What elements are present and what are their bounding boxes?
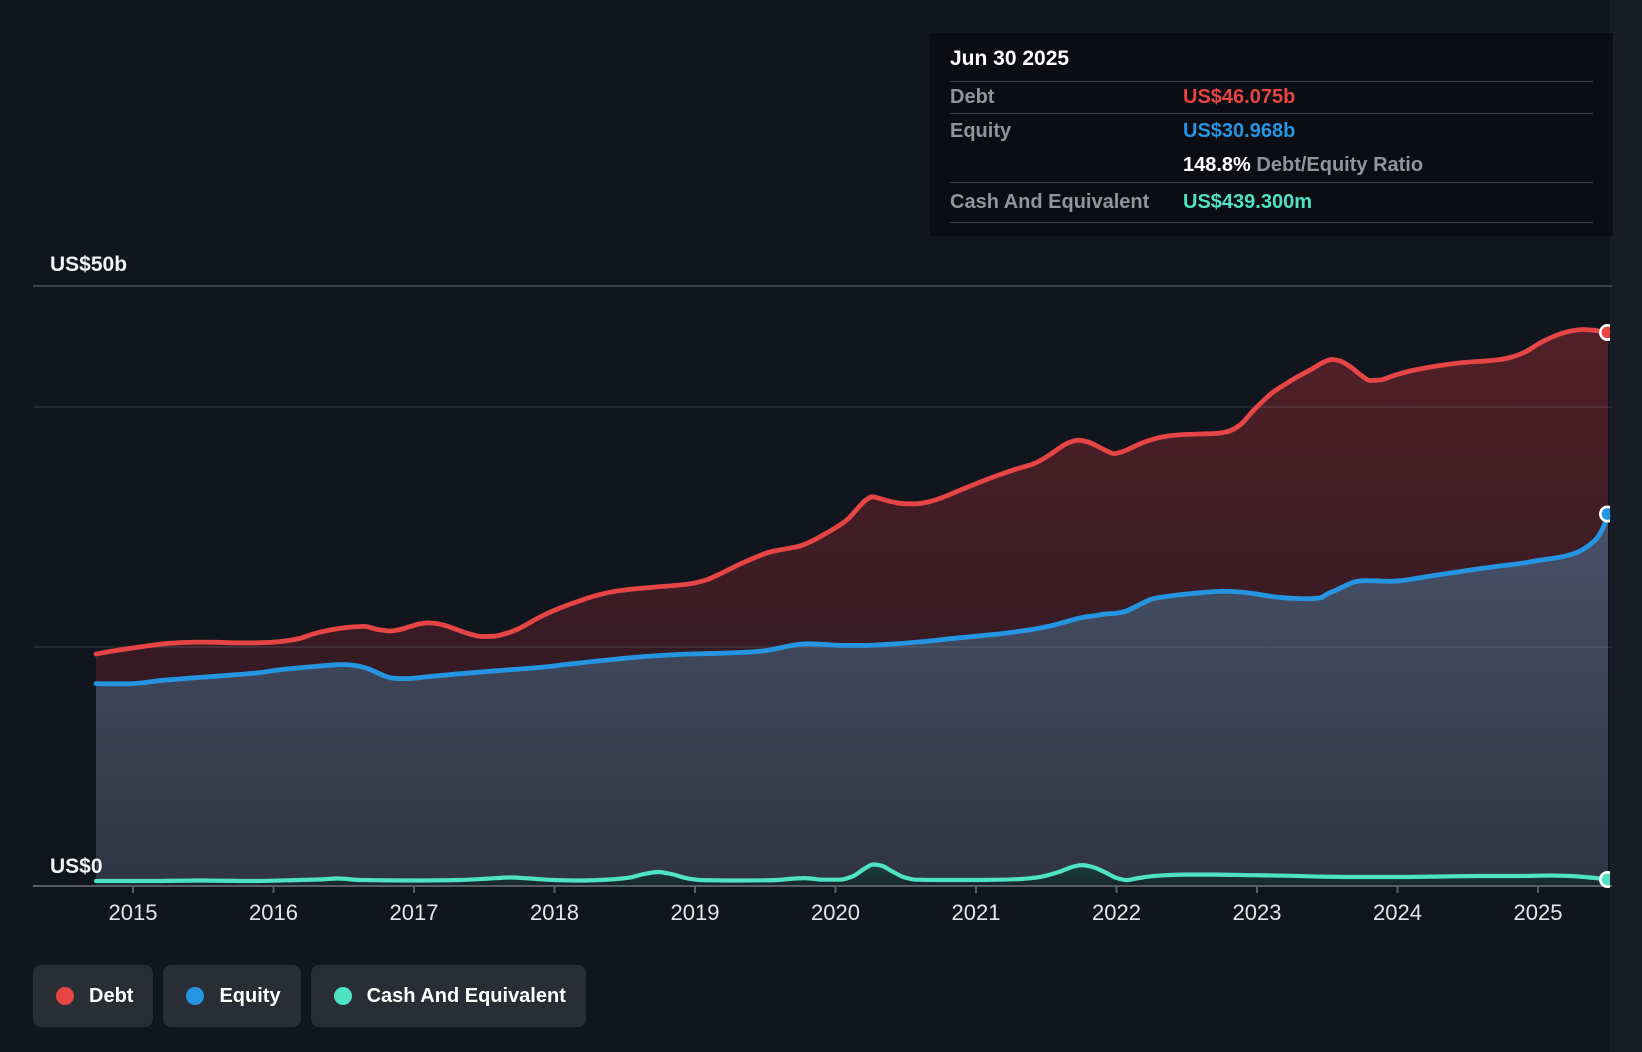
svg-text:2025: 2025 [1514,900,1563,925]
svg-text:2016: 2016 [249,900,298,925]
svg-text:2017: 2017 [390,900,439,925]
svg-text:2019: 2019 [671,900,720,925]
svg-text:2020: 2020 [811,900,860,925]
svg-text:US$50b: US$50b [50,253,127,276]
svg-text:2021: 2021 [952,900,1001,925]
svg-text:2018: 2018 [530,900,579,925]
svg-text:US$0: US$0 [50,855,103,878]
svg-text:2015: 2015 [109,900,158,925]
svg-text:2024: 2024 [1373,900,1422,925]
svg-text:2022: 2022 [1092,900,1141,925]
svg-text:2023: 2023 [1233,900,1282,925]
